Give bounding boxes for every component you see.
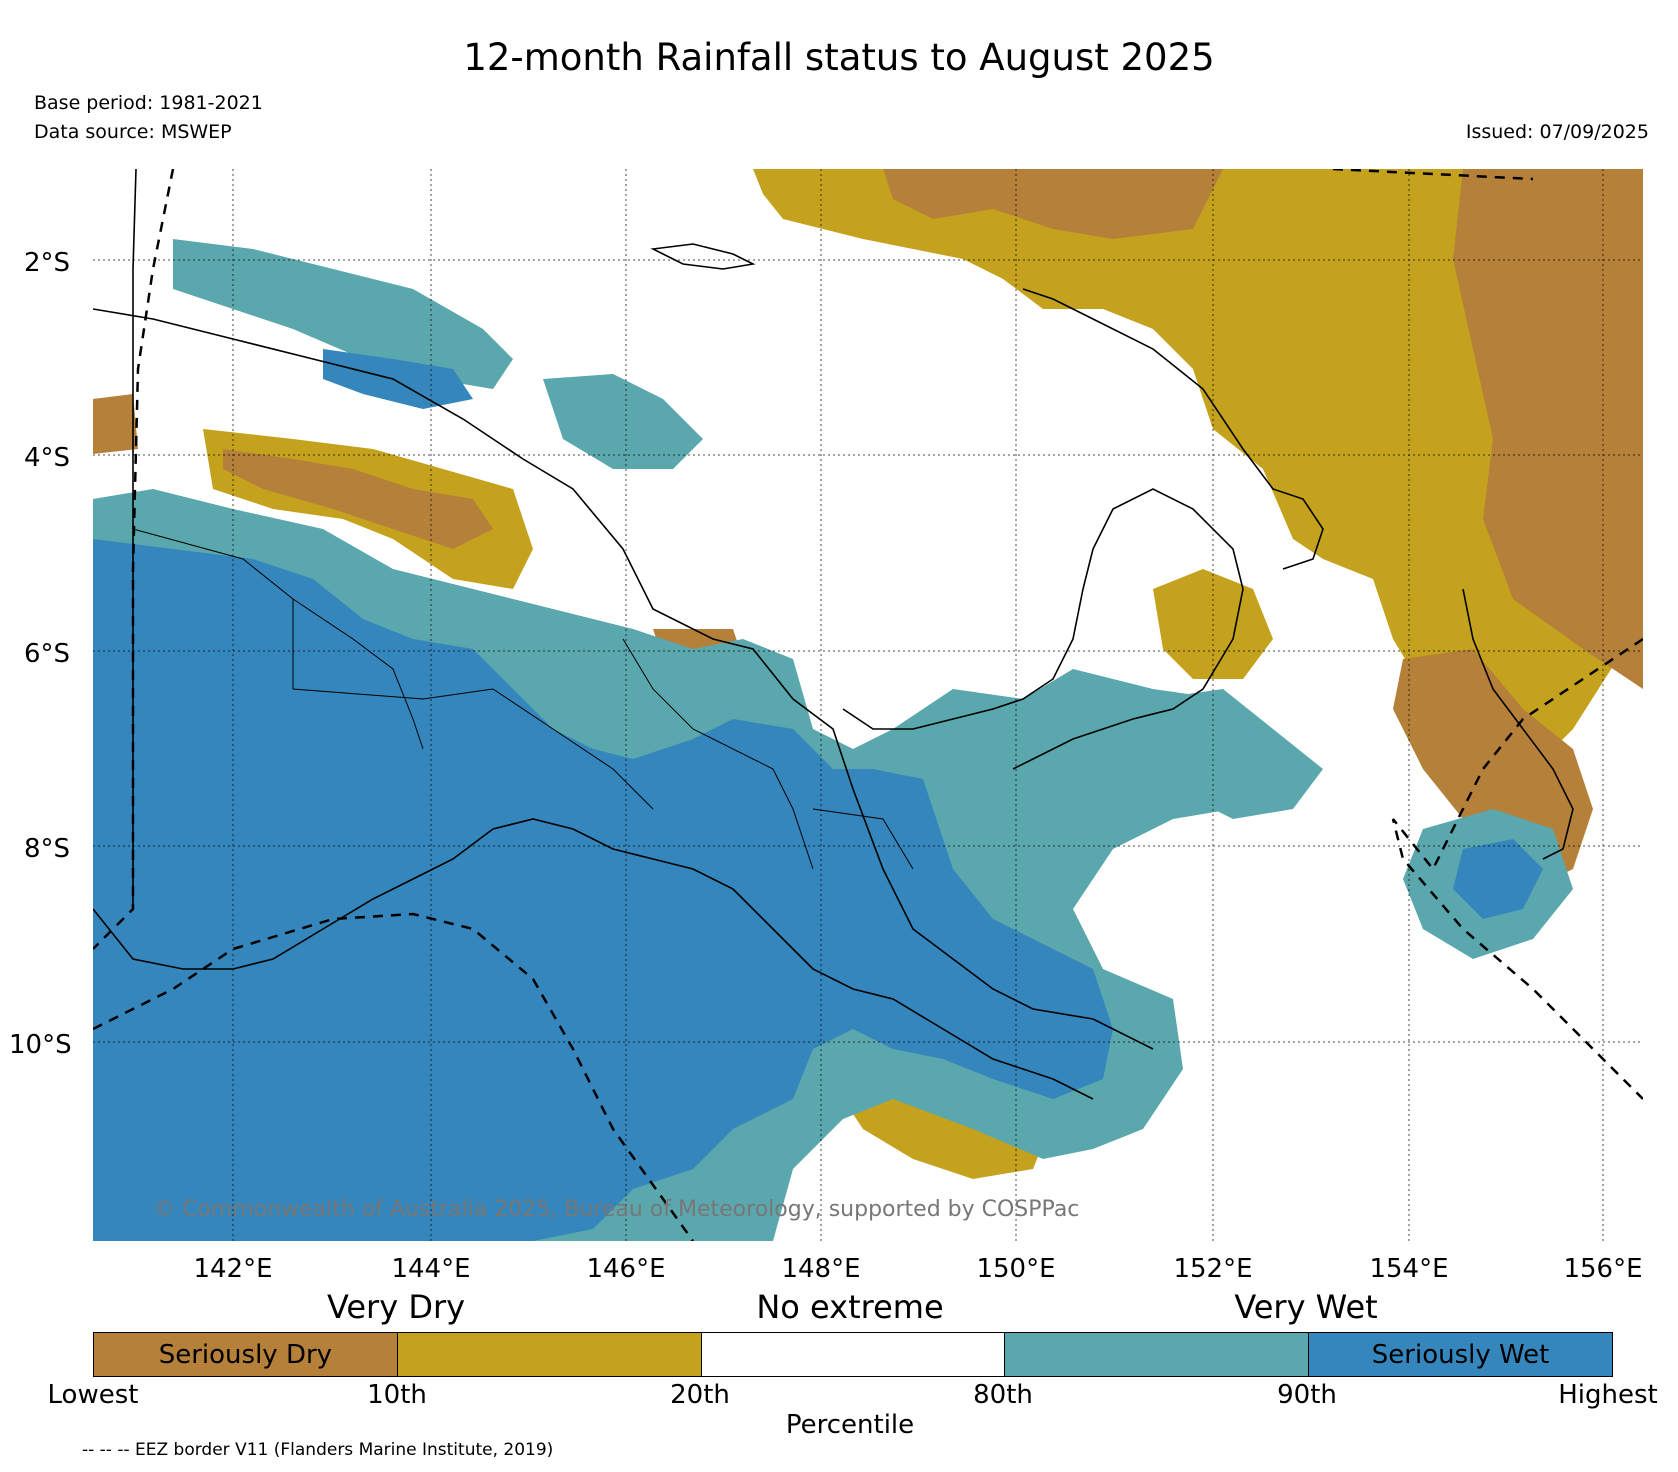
lat-label-4s: 4°S <box>24 443 71 473</box>
copyright-text: © Commonwealth of Australia 2025, Bureau… <box>153 1197 1079 1222</box>
tick-80th: 80th <box>973 1380 1033 1410</box>
colorbar-bin-seriously-dry: Seriously Dry <box>94 1333 397 1376</box>
lon-label-150e: 150°E <box>976 1254 1056 1284</box>
new-britain-coast <box>842 488 1244 770</box>
category-no-extreme: No extreme <box>756 1288 944 1326</box>
seriously-wet-patch-north-coast <box>323 349 473 409</box>
tick-highest: Highest <box>1558 1380 1658 1410</box>
lon-label-146e: 146°E <box>586 1254 666 1284</box>
new-ireland-coast <box>1022 288 1324 570</box>
colorbar-bin-very-dry <box>396 1333 701 1376</box>
bougainville-coast <box>1462 588 1574 860</box>
seriously-dry-region-east <box>1453 169 1643 689</box>
eez-borders <box>93 169 1643 1241</box>
category-very-wet: Very Wet <box>1234 1288 1378 1326</box>
seriously-dry-patch-west <box>93 394 138 454</box>
coastlines <box>93 169 1574 1100</box>
tick-20th: 20th <box>670 1380 730 1410</box>
percentile-colorbar: Seriously Dry Seriously Wet <box>93 1332 1613 1377</box>
lon-label-156e: 156°E <box>1563 1254 1643 1284</box>
colorbar-bin-seriously-wet: Seriously Wet <box>1308 1333 1612 1376</box>
graticule <box>93 169 1643 1241</box>
manus-coast <box>650 243 756 270</box>
lat-label-8s: 8°S <box>24 834 71 864</box>
data-source-text: Data source: MSWEP <box>34 121 232 143</box>
rainfall-map: © Commonwealth of Australia 2025, Bureau… <box>93 169 1643 1241</box>
issued-date-text: Issued: 07/09/2025 <box>1465 121 1649 143</box>
base-period-text: Base period: 1981-2021 <box>34 92 263 114</box>
seriously-dry-region-north <box>883 169 1223 239</box>
very-dry-region-northeast <box>753 169 1643 789</box>
colorbar-bin-no-extreme <box>700 1333 1005 1376</box>
new-guinea-south-coast <box>93 818 1094 1100</box>
lon-label-154e: 154°E <box>1369 1254 1449 1284</box>
lat-label-10s: 10°S <box>9 1030 72 1060</box>
colorbar-bin-very-wet <box>1004 1333 1309 1376</box>
very-wet-region-manus <box>543 374 703 469</box>
very-wet-region-solomon-sea <box>1153 689 1323 819</box>
colorbar-axis-title: Percentile <box>785 1410 915 1440</box>
lat-label-6s: 6°S <box>24 639 71 669</box>
lon-label-148e: 148°E <box>781 1254 861 1284</box>
lon-label-152e: 152°E <box>1173 1254 1253 1284</box>
new-guinea-north-coast <box>93 308 1154 1050</box>
map-canvas: © Commonwealth of Australia 2025, Bureau… <box>93 169 1643 1241</box>
eez-border-torres <box>93 912 695 1241</box>
tick-10th: 10th <box>367 1380 427 1410</box>
eez-footnote: -- -- -- EEZ border V11 (Flanders Marine… <box>82 1440 554 1460</box>
seriously-wet-patch-southeast <box>1453 839 1543 919</box>
seriously-dry-patch-highlands <box>223 449 493 549</box>
lon-label-144e: 144°E <box>391 1254 471 1284</box>
tick-90th: 90th <box>1277 1380 1337 1410</box>
eez-border-east <box>1391 637 1643 1100</box>
very-wet-region-north-coast <box>173 239 513 389</box>
map-title: 12-month Rainfall status to August 2025 <box>463 36 1215 79</box>
seriously-wet-region-southwest <box>93 539 1113 1241</box>
eez-border-north-east <box>1332 169 1534 181</box>
lon-label-142e: 142°E <box>193 1254 273 1284</box>
province-boundaries <box>132 528 914 870</box>
tick-lowest: Lowest <box>47 1380 139 1410</box>
category-very-dry: Very Dry <box>326 1288 466 1326</box>
lat-label-2s: 2°S <box>24 248 71 278</box>
